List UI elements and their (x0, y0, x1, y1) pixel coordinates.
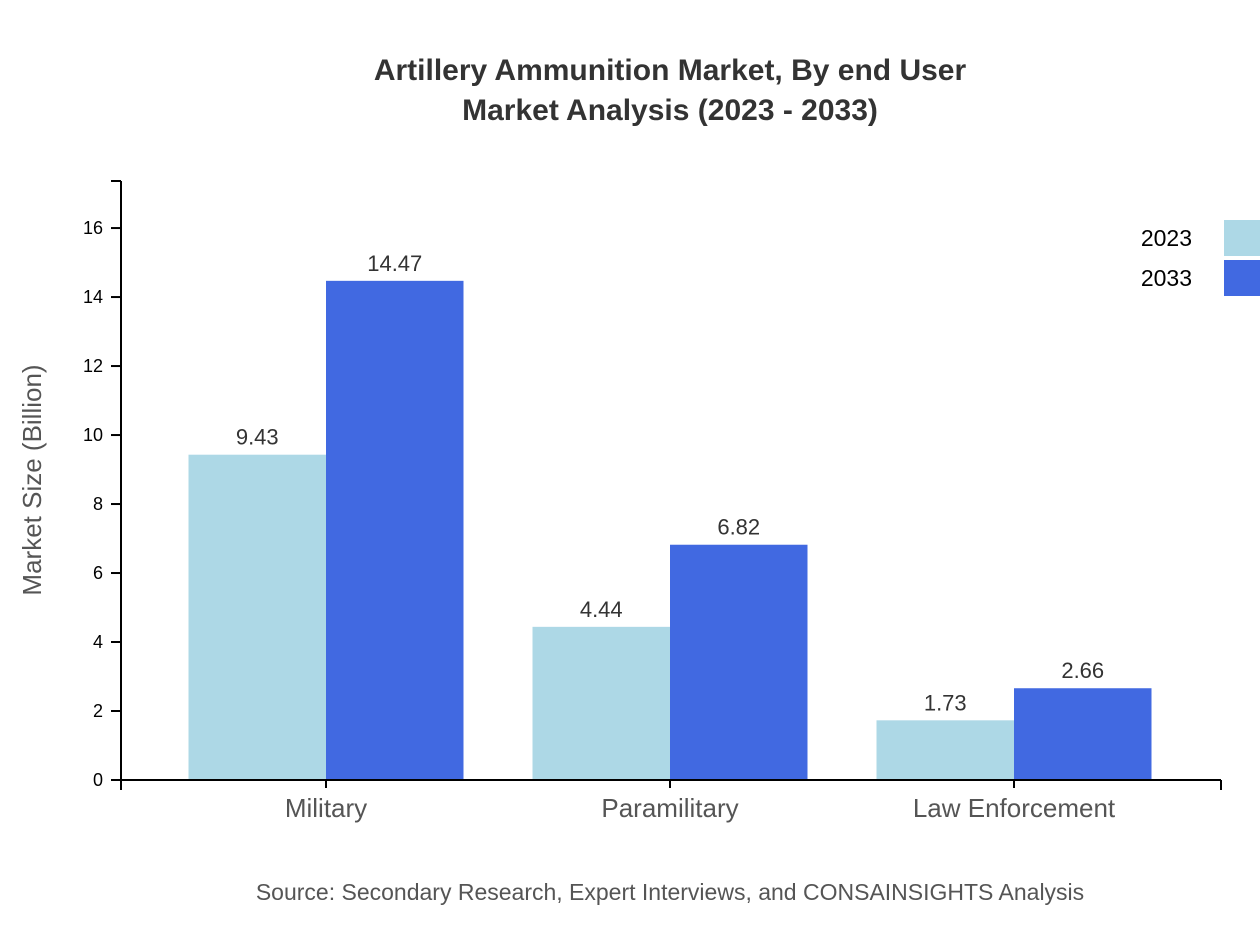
data-label: 4.44 (580, 597, 623, 622)
y-tick-label: 4 (93, 632, 103, 652)
y-tick-label: 14 (83, 287, 103, 307)
legend-label: 2023 (1141, 225, 1192, 251)
data-label: 14.47 (367, 251, 422, 276)
chart-subtitle: Market Analysis (2023 - 2033) (462, 94, 878, 127)
x-tick-label: Military (285, 793, 367, 823)
bar-2033-military (326, 280, 464, 780)
bar-2023-law-enforcement (876, 720, 1014, 780)
y-tick-label: 10 (83, 425, 103, 445)
bar-2023-paramilitary (532, 626, 670, 780)
bar-2023-military (188, 454, 326, 780)
y-axis-label: Market Size (Billion) (17, 364, 47, 595)
bar-2033-paramilitary (670, 544, 808, 780)
legend-label: 2033 (1141, 265, 1192, 291)
chart-title: Artillery Ammunition Market, By end User (374, 54, 967, 87)
data-label: 6.82 (717, 515, 760, 540)
bar-2033-law-enforcement (1014, 688, 1152, 780)
source-note: Source: Secondary Research, Expert Inter… (256, 879, 1084, 905)
y-tick-label: 16 (83, 218, 103, 238)
data-label: 9.43 (236, 425, 279, 450)
data-label: 1.73 (924, 690, 967, 715)
legend-swatch (1224, 260, 1260, 296)
y-tick-label: 2 (93, 701, 103, 721)
x-tick-label: Paramilitary (601, 793, 738, 823)
y-tick-label: 6 (93, 563, 103, 583)
legend-swatch (1224, 220, 1260, 256)
y-tick-label: 12 (83, 356, 103, 376)
data-label: 2.66 (1061, 658, 1104, 683)
x-tick-label: Law Enforcement (913, 793, 1116, 823)
y-tick-label: 8 (93, 494, 103, 514)
y-tick-label: 0 (93, 770, 103, 790)
